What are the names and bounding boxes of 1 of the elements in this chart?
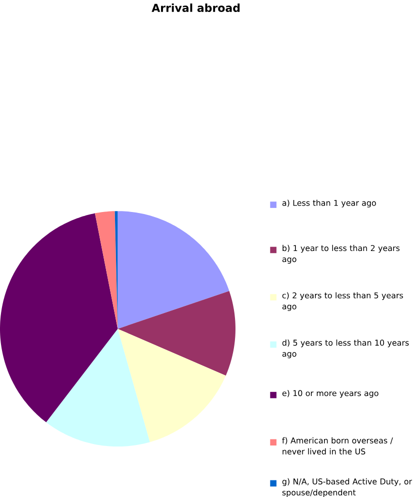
chart-title: Arrival abroad <box>152 4 240 12</box>
